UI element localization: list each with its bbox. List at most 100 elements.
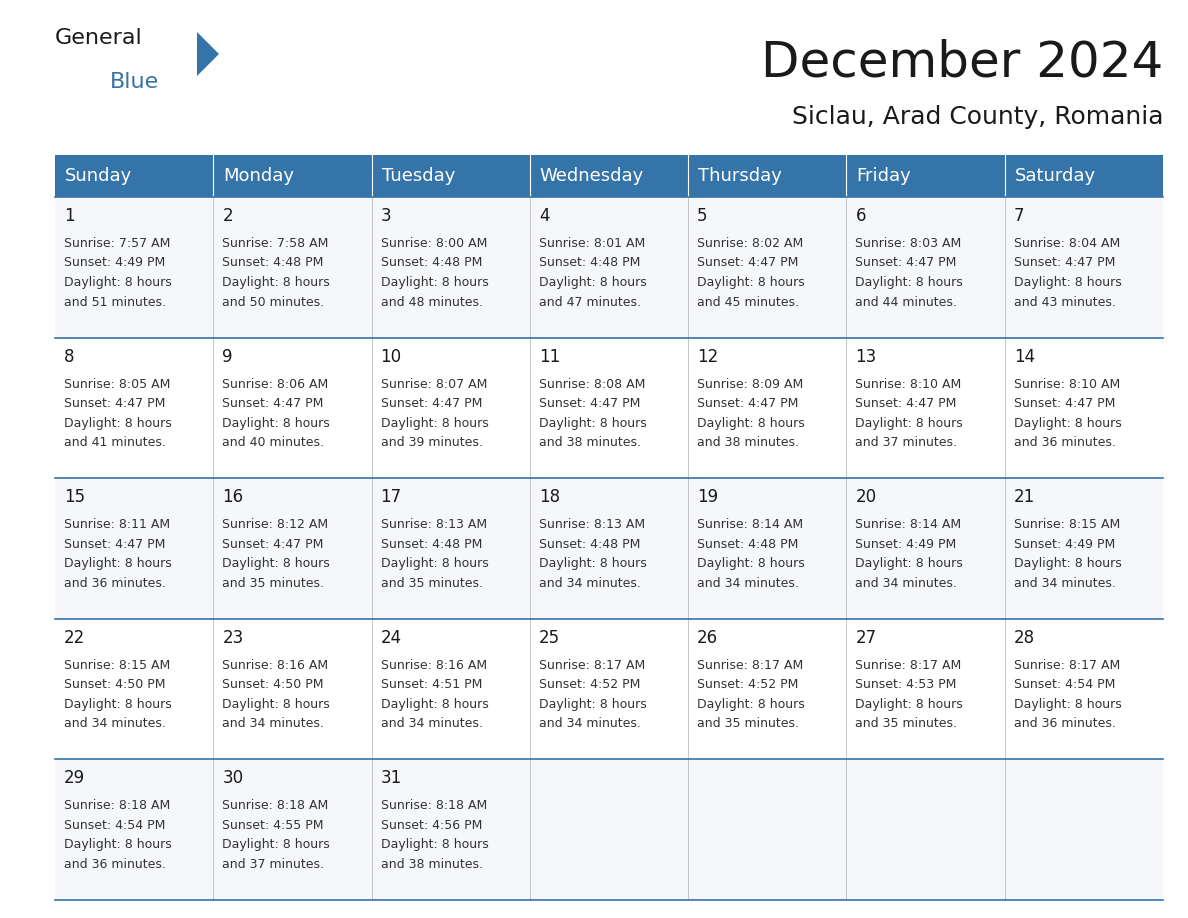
Text: Daylight: 8 hours: Daylight: 8 hours <box>380 698 488 711</box>
Text: and 45 minutes.: and 45 minutes. <box>697 296 800 308</box>
Text: 24: 24 <box>380 629 402 647</box>
Text: 7: 7 <box>1013 207 1024 225</box>
Text: and 34 minutes.: and 34 minutes. <box>539 577 640 589</box>
Text: and 37 minutes.: and 37 minutes. <box>855 436 958 449</box>
Text: Sunrise: 8:17 AM: Sunrise: 8:17 AM <box>697 659 803 672</box>
Text: Sunset: 4:51 PM: Sunset: 4:51 PM <box>380 678 482 691</box>
Text: Monday: Monday <box>223 167 295 185</box>
Text: Sunset: 4:47 PM: Sunset: 4:47 PM <box>64 397 165 410</box>
Text: 29: 29 <box>64 769 86 788</box>
Bar <box>372 155 530 197</box>
Text: Daylight: 8 hours: Daylight: 8 hours <box>855 557 963 570</box>
Text: 31: 31 <box>380 769 402 788</box>
Text: Daylight: 8 hours: Daylight: 8 hours <box>539 698 646 711</box>
Text: Daylight: 8 hours: Daylight: 8 hours <box>539 417 646 430</box>
Text: Sunrise: 8:02 AM: Sunrise: 8:02 AM <box>697 237 803 250</box>
Text: Daylight: 8 hours: Daylight: 8 hours <box>222 838 330 851</box>
Text: Sunset: 4:53 PM: Sunset: 4:53 PM <box>855 678 956 691</box>
Text: Sunrise: 8:13 AM: Sunrise: 8:13 AM <box>539 518 645 532</box>
Text: 18: 18 <box>539 488 560 506</box>
Text: Sunset: 4:47 PM: Sunset: 4:47 PM <box>697 256 798 270</box>
Text: Daylight: 8 hours: Daylight: 8 hours <box>1013 276 1121 289</box>
Text: Sunrise: 8:15 AM: Sunrise: 8:15 AM <box>1013 518 1120 532</box>
Text: 5: 5 <box>697 207 708 225</box>
Text: and 39 minutes.: and 39 minutes. <box>380 436 482 449</box>
Text: General: General <box>55 28 143 48</box>
Text: Saturday: Saturday <box>1015 167 1095 185</box>
Text: Sunset: 4:56 PM: Sunset: 4:56 PM <box>380 819 482 832</box>
Text: Sunday: Sunday <box>65 167 132 185</box>
Text: Sunset: 4:48 PM: Sunset: 4:48 PM <box>697 538 798 551</box>
Text: 12: 12 <box>697 348 719 365</box>
Text: Daylight: 8 hours: Daylight: 8 hours <box>64 276 172 289</box>
Text: Sunset: 4:48 PM: Sunset: 4:48 PM <box>380 538 482 551</box>
Text: Sunset: 4:47 PM: Sunset: 4:47 PM <box>855 397 956 410</box>
Text: Sunrise: 8:10 AM: Sunrise: 8:10 AM <box>855 377 961 390</box>
Text: Sunrise: 8:07 AM: Sunrise: 8:07 AM <box>380 377 487 390</box>
Text: and 34 minutes.: and 34 minutes. <box>380 717 482 731</box>
Text: Daylight: 8 hours: Daylight: 8 hours <box>380 838 488 851</box>
Text: Thursday: Thursday <box>699 167 782 185</box>
Text: Sunrise: 7:57 AM: Sunrise: 7:57 AM <box>64 237 170 250</box>
Text: and 51 minutes.: and 51 minutes. <box>64 296 166 308</box>
Text: Sunrise: 8:00 AM: Sunrise: 8:00 AM <box>380 237 487 250</box>
Bar <box>214 155 372 197</box>
Text: Daylight: 8 hours: Daylight: 8 hours <box>855 276 963 289</box>
Bar <box>55 197 1163 338</box>
Text: and 37 minutes.: and 37 minutes. <box>222 858 324 871</box>
Text: Daylight: 8 hours: Daylight: 8 hours <box>697 698 805 711</box>
Text: 20: 20 <box>855 488 877 506</box>
Text: and 34 minutes.: and 34 minutes. <box>64 717 166 731</box>
Text: 30: 30 <box>222 769 244 788</box>
Text: Daylight: 8 hours: Daylight: 8 hours <box>855 698 963 711</box>
Text: Sunset: 4:48 PM: Sunset: 4:48 PM <box>539 256 640 270</box>
Text: 22: 22 <box>64 629 86 647</box>
Text: and 34 minutes.: and 34 minutes. <box>855 577 958 589</box>
Text: 14: 14 <box>1013 348 1035 365</box>
Text: and 36 minutes.: and 36 minutes. <box>64 577 166 589</box>
Text: Sunset: 4:47 PM: Sunset: 4:47 PM <box>855 256 956 270</box>
Text: Daylight: 8 hours: Daylight: 8 hours <box>64 838 172 851</box>
Text: 11: 11 <box>539 348 560 365</box>
Text: Daylight: 8 hours: Daylight: 8 hours <box>1013 698 1121 711</box>
Text: Sunset: 4:47 PM: Sunset: 4:47 PM <box>1013 397 1116 410</box>
Text: Sunset: 4:52 PM: Sunset: 4:52 PM <box>697 678 798 691</box>
Text: Sunrise: 8:13 AM: Sunrise: 8:13 AM <box>380 518 487 532</box>
Bar <box>846 155 1005 197</box>
Text: 16: 16 <box>222 488 244 506</box>
Text: and 34 minutes.: and 34 minutes. <box>222 717 324 731</box>
Bar <box>688 155 846 197</box>
Text: Sunrise: 8:16 AM: Sunrise: 8:16 AM <box>222 659 328 672</box>
Text: Sunrise: 8:04 AM: Sunrise: 8:04 AM <box>1013 237 1120 250</box>
Text: and 38 minutes.: and 38 minutes. <box>697 436 800 449</box>
Text: Sunset: 4:47 PM: Sunset: 4:47 PM <box>380 397 482 410</box>
Text: and 34 minutes.: and 34 minutes. <box>697 577 800 589</box>
Text: and 44 minutes.: and 44 minutes. <box>855 296 958 308</box>
Text: Tuesday: Tuesday <box>381 167 455 185</box>
Text: Daylight: 8 hours: Daylight: 8 hours <box>222 276 330 289</box>
Text: and 35 minutes.: and 35 minutes. <box>380 577 482 589</box>
Text: and 36 minutes.: and 36 minutes. <box>1013 436 1116 449</box>
Text: and 41 minutes.: and 41 minutes. <box>64 436 166 449</box>
Text: Sunset: 4:52 PM: Sunset: 4:52 PM <box>539 678 640 691</box>
Text: 27: 27 <box>855 629 877 647</box>
Text: Sunrise: 8:18 AM: Sunrise: 8:18 AM <box>222 800 329 812</box>
Text: 1: 1 <box>64 207 75 225</box>
Text: 2: 2 <box>222 207 233 225</box>
Text: Sunrise: 8:10 AM: Sunrise: 8:10 AM <box>1013 377 1120 390</box>
Text: 21: 21 <box>1013 488 1035 506</box>
Text: Daylight: 8 hours: Daylight: 8 hours <box>380 417 488 430</box>
Text: 3: 3 <box>380 207 391 225</box>
Text: 23: 23 <box>222 629 244 647</box>
Text: Sunrise: 8:14 AM: Sunrise: 8:14 AM <box>697 518 803 532</box>
Text: Daylight: 8 hours: Daylight: 8 hours <box>64 557 172 570</box>
Text: Sunset: 4:48 PM: Sunset: 4:48 PM <box>222 256 323 270</box>
Text: Sunset: 4:47 PM: Sunset: 4:47 PM <box>64 538 165 551</box>
Text: Daylight: 8 hours: Daylight: 8 hours <box>222 557 330 570</box>
Text: Sunset: 4:48 PM: Sunset: 4:48 PM <box>539 538 640 551</box>
Text: Sunrise: 8:06 AM: Sunrise: 8:06 AM <box>222 377 329 390</box>
Text: and 34 minutes.: and 34 minutes. <box>539 717 640 731</box>
Text: and 35 minutes.: and 35 minutes. <box>697 717 800 731</box>
Text: Sunrise: 8:05 AM: Sunrise: 8:05 AM <box>64 377 170 390</box>
Text: Sunrise: 8:08 AM: Sunrise: 8:08 AM <box>539 377 645 390</box>
